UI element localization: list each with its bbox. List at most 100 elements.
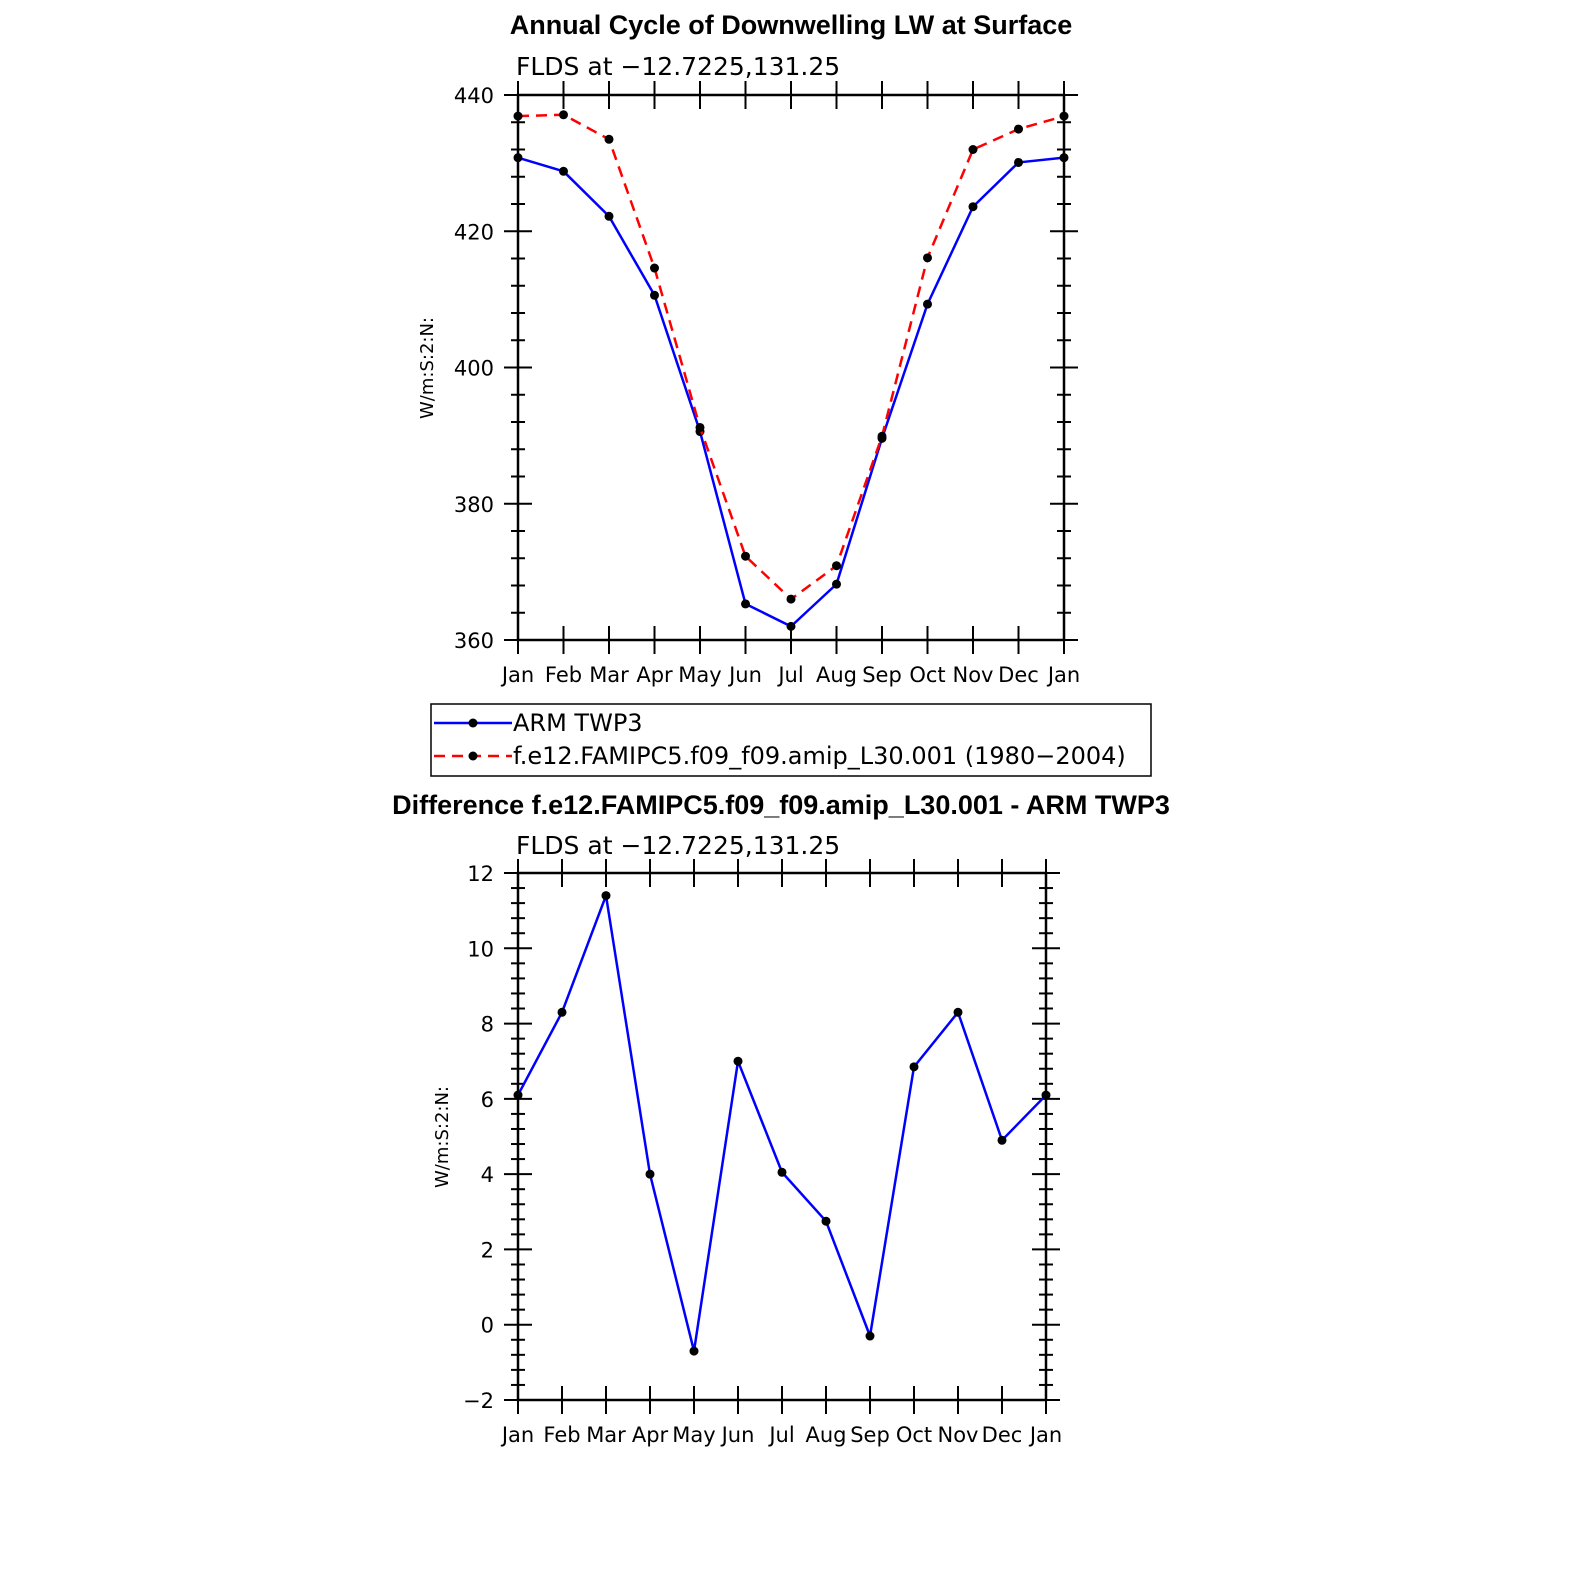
data-point bbox=[968, 145, 978, 154]
x-tick-label: Nov bbox=[938, 1423, 979, 1447]
data-point bbox=[650, 263, 659, 273]
y-tick-label: 2 bbox=[481, 1238, 494, 1262]
series-line bbox=[517, 113, 1065, 601]
y-tick-label: 400 bbox=[454, 357, 494, 381]
x-tick-label: Apr bbox=[636, 663, 673, 687]
data-point bbox=[821, 1216, 831, 1226]
x-tick-label: Jul bbox=[767, 1423, 794, 1447]
y-axis-label: W/m:S:2:N: bbox=[417, 317, 438, 419]
legend-entry: f.e12.FAMIPC5.f09_f09.amip_L30.001 (1980… bbox=[434, 742, 1126, 770]
y-tick-label: 360 bbox=[454, 629, 494, 653]
y-tick-labels: −2 0 2 4 6 8 10 12 bbox=[463, 862, 494, 1413]
x-tick-label: Nov bbox=[953, 663, 994, 687]
data-point bbox=[968, 202, 978, 212]
x-tick-label: May bbox=[672, 1423, 715, 1447]
tick-marks bbox=[504, 81, 1078, 654]
data-point bbox=[601, 891, 611, 901]
data-point bbox=[953, 1007, 963, 1017]
legend-label: f.e12.FAMIPC5.f09_f09.amip_L30.001 (1980… bbox=[513, 742, 1126, 770]
x-tick-label: Dec bbox=[982, 1423, 1023, 1447]
annual-cycle-chart: Annual Cycle of Downwelling LW at Surfac… bbox=[417, 10, 1080, 687]
x-tick-label: Oct bbox=[896, 1423, 932, 1447]
y-axis-label: W/m:S:2:N: bbox=[432, 1086, 453, 1188]
data-point bbox=[741, 599, 750, 609]
plot-frame bbox=[516, 871, 1048, 1402]
data-point bbox=[645, 1169, 655, 1179]
legend: ARM TWP3 f.e12.FAMIPC5.f09_f09.amip_L30.… bbox=[430, 703, 1152, 777]
data-point bbox=[923, 253, 932, 263]
x-tick-label: Oct bbox=[909, 663, 945, 687]
y-tick-label: 4 bbox=[481, 1163, 494, 1187]
x-tick-label: Sep bbox=[850, 1423, 890, 1447]
y-tick-label: 440 bbox=[454, 84, 494, 108]
data-point bbox=[832, 579, 841, 589]
series-layer bbox=[513, 891, 1051, 1356]
chart-subtitle: FLDS at −12.7225,131.25 bbox=[516, 831, 840, 860]
x-tick-label: Jan bbox=[500, 663, 534, 687]
x-tick-label: Aug bbox=[816, 663, 857, 687]
x-tick-label: Jun bbox=[720, 1423, 755, 1447]
x-tick-label: Dec bbox=[998, 663, 1039, 687]
data-point bbox=[832, 561, 841, 571]
data-point bbox=[695, 422, 705, 432]
data-point bbox=[689, 1346, 699, 1356]
y-tick-labels: 360 380 400 420 440 bbox=[454, 84, 494, 653]
series-line bbox=[516, 894, 1047, 1353]
series-2 bbox=[513, 110, 1069, 604]
data-point bbox=[777, 1167, 787, 1177]
x-tick-label: Jan bbox=[1046, 663, 1080, 687]
data-point bbox=[557, 1007, 567, 1017]
y-tick-label: 6 bbox=[481, 1088, 494, 1112]
data-point bbox=[909, 1062, 919, 1072]
data-point bbox=[877, 431, 887, 441]
legend-swatch-marker bbox=[468, 751, 478, 761]
data-point bbox=[786, 594, 796, 604]
series-line bbox=[517, 156, 1065, 628]
x-tick-label: Jun bbox=[727, 663, 762, 687]
x-tick-label: Jul bbox=[776, 663, 803, 687]
x-tick-label: Feb bbox=[545, 663, 582, 687]
data-point bbox=[650, 290, 659, 300]
data-point bbox=[604, 211, 614, 221]
y-tick-label: 420 bbox=[454, 220, 494, 244]
x-tick-labels: Jan Feb Mar Apr May Jun Jul Aug Sep Oct Nov Dec Jan bbox=[500, 663, 1080, 687]
x-tick-label: May bbox=[678, 663, 721, 687]
data-point bbox=[865, 1331, 875, 1341]
legend-label: ARM TWP3 bbox=[513, 709, 643, 737]
y-tick-label: 8 bbox=[481, 1013, 494, 1037]
y-tick-label: −2 bbox=[463, 1389, 494, 1413]
data-point bbox=[733, 1056, 743, 1066]
x-tick-label: Sep bbox=[862, 663, 902, 687]
legend-box bbox=[430, 703, 1152, 777]
data-point bbox=[1014, 157, 1023, 167]
x-tick-label: Mar bbox=[589, 663, 629, 687]
x-tick-labels: Jan Feb Mar Apr May Jun Jul Aug Sep Oct Nov Dec Jan bbox=[500, 1423, 1062, 1447]
y-tick-label: 10 bbox=[467, 937, 494, 961]
x-tick-label: Jan bbox=[500, 1423, 534, 1447]
chart-title: Annual Cycle of Downwelling LW at Surfac… bbox=[510, 10, 1073, 40]
data-point bbox=[741, 551, 750, 561]
y-tick-label: 0 bbox=[481, 1314, 494, 1338]
legend-entry: ARM TWP3 bbox=[434, 709, 643, 737]
data-point bbox=[559, 110, 568, 120]
chart-title: Difference f.e12.FAMIPC5.f09_f09.amip_L3… bbox=[392, 790, 1170, 820]
x-tick-label: Mar bbox=[586, 1423, 626, 1447]
y-tick-label: 12 bbox=[467, 862, 494, 886]
x-tick-label: Aug bbox=[805, 1423, 846, 1447]
x-tick-label: Feb bbox=[543, 1423, 580, 1447]
plot-frame bbox=[516, 93, 1066, 642]
series-1 bbox=[513, 891, 1051, 1356]
data-point bbox=[604, 134, 614, 144]
y-tick-label: 380 bbox=[454, 493, 494, 517]
x-tick-label: Jan bbox=[1028, 1423, 1062, 1447]
data-point bbox=[997, 1135, 1007, 1145]
data-point bbox=[1014, 124, 1023, 134]
legend-swatch-marker bbox=[468, 718, 478, 728]
data-point bbox=[786, 621, 796, 631]
data-point bbox=[923, 299, 932, 309]
difference-chart: Difference f.e12.FAMIPC5.f09_f09.amip_L3… bbox=[392, 790, 1170, 1447]
x-tick-label: Apr bbox=[632, 1423, 669, 1447]
series-1 bbox=[513, 153, 1069, 631]
chart-subtitle: FLDS at −12.7225,131.25 bbox=[516, 52, 840, 81]
